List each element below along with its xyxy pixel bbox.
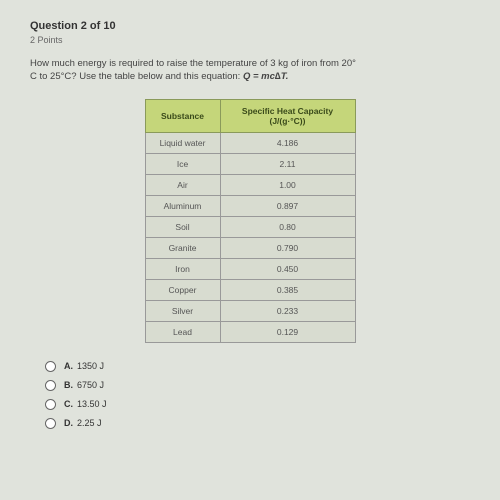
cell-value: 4.186 (220, 132, 355, 153)
option-text: 13.50 J (77, 399, 107, 409)
cell-substance: Iron (145, 258, 220, 279)
cell-value: 0.80 (220, 216, 355, 237)
table-row: Aluminum0.897 (145, 195, 355, 216)
cell-substance: Copper (145, 279, 220, 300)
cell-substance: Soil (145, 216, 220, 237)
table-row: Liquid water4.186 (145, 132, 355, 153)
table-row: Air1.00 (145, 174, 355, 195)
cell-value: 0.233 (220, 300, 355, 321)
col-header-capacity: Specific Heat Capacity (J/(g·°C)) (220, 99, 355, 132)
table-row: Lead0.129 (145, 321, 355, 342)
table-container: Substance Specific Heat Capacity (J/(g·°… (30, 99, 470, 343)
option-letter: D. (64, 418, 73, 428)
specific-heat-table: Substance Specific Heat Capacity (J/(g·°… (145, 99, 356, 343)
table-row: Silver0.233 (145, 300, 355, 321)
cell-value: 2.11 (220, 153, 355, 174)
radio-icon (45, 399, 56, 410)
cell-substance: Aluminum (145, 195, 220, 216)
answer-option-b[interactable]: B. 6750 J (45, 380, 470, 391)
table-row: Iron0.450 (145, 258, 355, 279)
equation: Q = mc∆T. (243, 71, 289, 82)
option-text: 2.25 J (77, 418, 102, 428)
cell-value: 0.897 (220, 195, 355, 216)
question-text: How much energy is required to raise the… (30, 57, 470, 84)
table-row: Ice2.11 (145, 153, 355, 174)
cell-value: 0.450 (220, 258, 355, 279)
table-row: Granite0.790 (145, 237, 355, 258)
cell-substance: Air (145, 174, 220, 195)
option-text: 1350 J (77, 361, 104, 371)
question-line1: How much energy is required to raise the… (30, 58, 356, 69)
cell-substance: Ice (145, 153, 220, 174)
radio-icon (45, 361, 56, 372)
cell-value: 0.790 (220, 237, 355, 258)
answer-option-a[interactable]: A. 1350 J (45, 361, 470, 372)
cell-substance: Granite (145, 237, 220, 258)
cell-value: 0.129 (220, 321, 355, 342)
cell-value: 1.00 (220, 174, 355, 195)
col-header-substance: Substance (145, 99, 220, 132)
radio-icon (45, 380, 56, 391)
points-label: 2 Points (30, 35, 470, 45)
question-number: Question 2 of 10 (30, 20, 470, 32)
table-header-row: Substance Specific Heat Capacity (J/(g·°… (145, 99, 355, 132)
table-row: Copper0.385 (145, 279, 355, 300)
cell-substance: Liquid water (145, 132, 220, 153)
answer-option-c[interactable]: C. 13.50 J (45, 399, 470, 410)
answer-list: A. 1350 J B. 6750 J C. 13.50 J D. 2.25 J (45, 361, 470, 429)
option-letter: A. (64, 361, 73, 371)
cell-value: 0.385 (220, 279, 355, 300)
option-text: 6750 J (77, 380, 104, 390)
radio-icon (45, 418, 56, 429)
option-letter: C. (64, 399, 73, 409)
table-row: Soil0.80 (145, 216, 355, 237)
question-line2: C to 25°C? Use the table below and this … (30, 71, 243, 82)
option-letter: B. (64, 380, 73, 390)
cell-substance: Lead (145, 321, 220, 342)
answer-option-d[interactable]: D. 2.25 J (45, 418, 470, 429)
cell-substance: Silver (145, 300, 220, 321)
